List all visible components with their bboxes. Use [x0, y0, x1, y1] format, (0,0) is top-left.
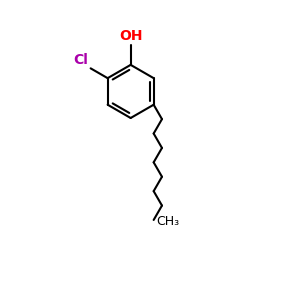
- Text: CH₃: CH₃: [156, 214, 180, 228]
- Text: Cl: Cl: [74, 53, 88, 67]
- Text: OH: OH: [119, 29, 142, 44]
